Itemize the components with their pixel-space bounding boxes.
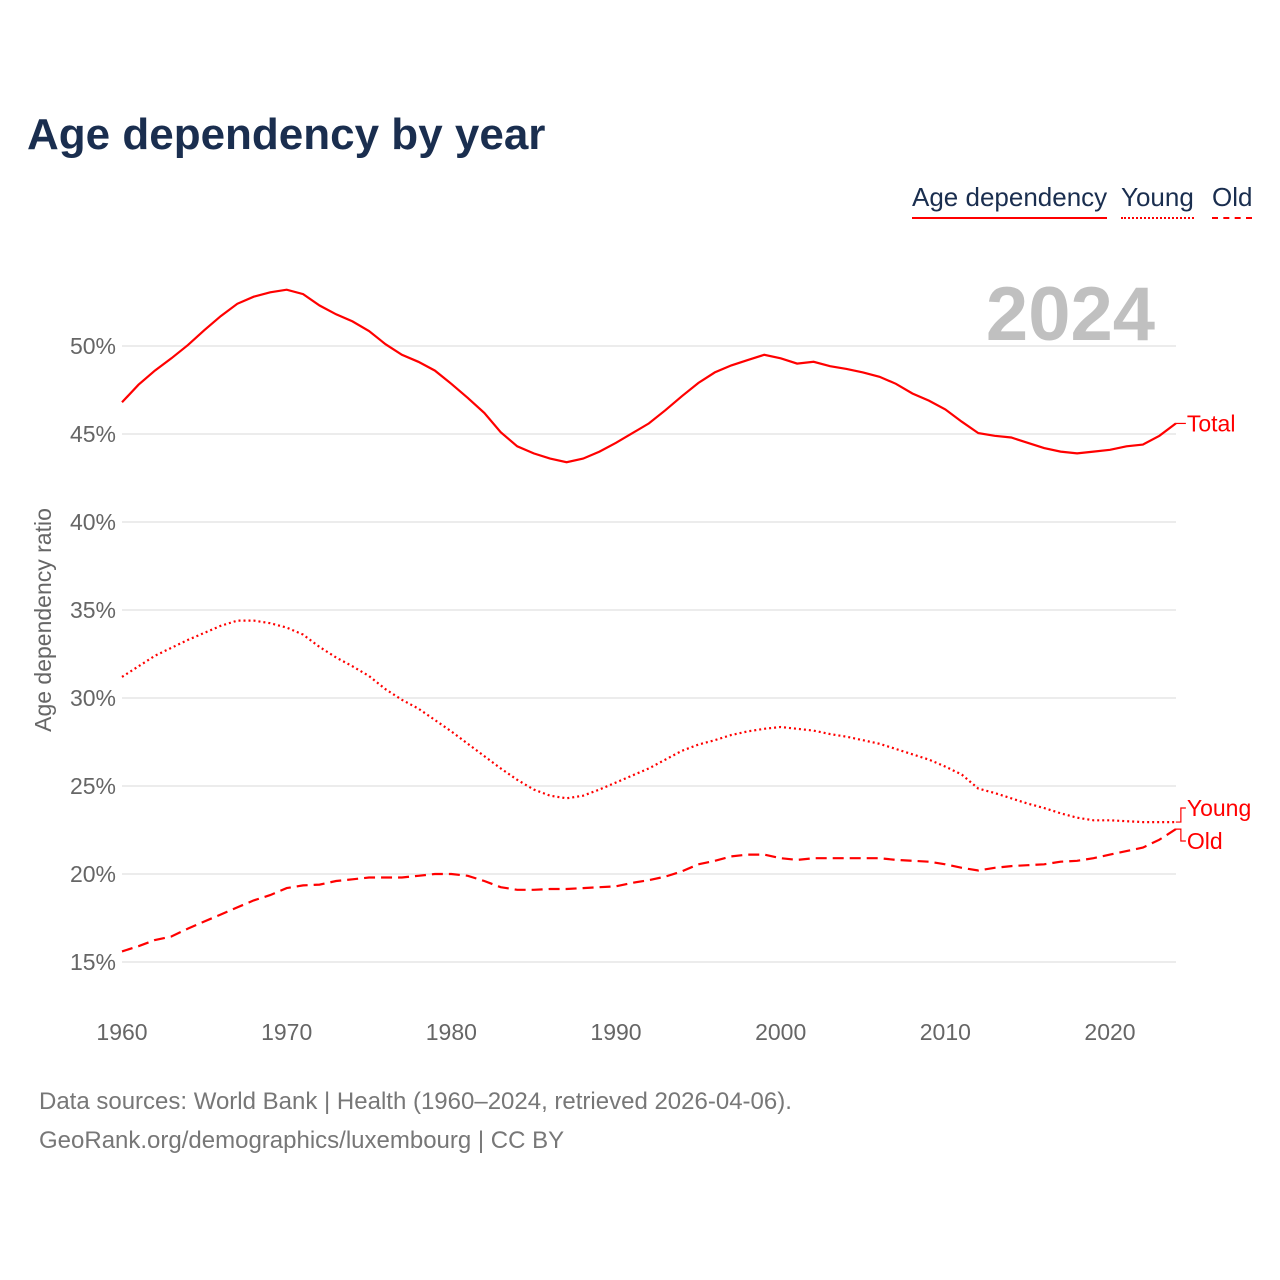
label-connector [1175,828,1186,842]
series-label-old: Old [1187,828,1223,854]
footer-sources: Data sources: World Bank | Health (1960–… [39,1088,792,1115]
y-tick-label: 50% [70,333,116,359]
series-line-old [121,828,1177,953]
x-tick-label: 1960 [96,1019,147,1045]
y-tick-label: 45% [70,421,116,447]
label-connector [1175,807,1186,823]
x-tick-label: 1980 [426,1019,477,1045]
x-tick-label: 2020 [1084,1019,1135,1045]
year-label: 2024 [986,272,1155,357]
legend-item-young[interactable]: Young [1121,182,1194,219]
y-tick-label: 40% [70,509,116,535]
y-tick-label: 25% [70,773,116,799]
x-tick-label: 1970 [261,1019,312,1045]
x-tick-label: 1990 [590,1019,641,1045]
legend-item-old[interactable]: Old [1212,182,1253,219]
y-axis-label: Age dependency ratio [30,508,56,732]
footer-attribution: GeoRank.org/demographics/luxembourg | CC… [39,1127,565,1154]
y-tick-label: 20% [70,861,116,887]
y-tick-label: 30% [70,685,116,711]
series-label-young: Young [1187,795,1251,821]
y-tick-label: 15% [70,949,116,975]
series-line-young [121,619,1176,824]
series-label-total: Total [1187,410,1236,436]
x-tick-label: 2000 [755,1019,806,1045]
series-line-total [121,288,1177,464]
y-tick-label: 35% [70,597,116,623]
legend-item-total[interactable]: Age dependency [912,182,1108,219]
chart-title: Age dependency by year [27,110,546,159]
x-tick-label: 2010 [920,1019,971,1045]
